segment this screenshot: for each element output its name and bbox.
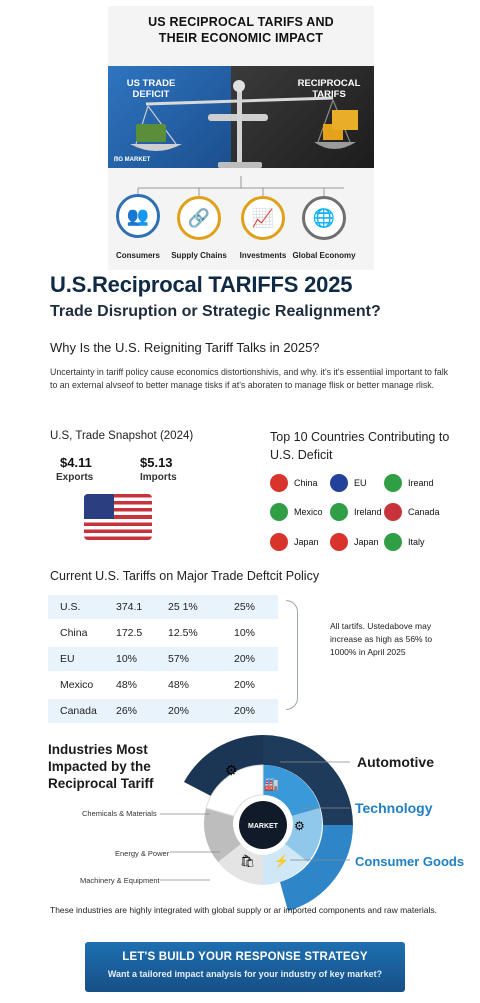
market-logo: ᗰG MARKET [114,157,151,163]
reciprocal-tariffs-label: RECIPROCAL TARIFS [297,78,361,100]
balance-scale-icon [130,80,358,168]
imports-label: Imports [140,472,177,483]
italy-flag-icon [384,533,402,551]
industry-chemicals: Chemicals & Materials [82,809,157,818]
global-economy-icon: 🌐 [302,196,346,240]
japan-flag-icon [270,533,288,551]
country-item: Japan [270,533,319,551]
exports-label: Exports [56,472,94,483]
country-item: Italy [384,533,425,551]
page-subtitle: Trade Disruption or Strategic Realignmen… [50,303,381,320]
cta-title: LET'S BUILD YOUR RESPONSE STRATEGY [122,951,368,963]
page-title: U.S.Reciprocal TARIFFS 2025 [50,272,353,297]
table-row: EU 10% 57% 20% [48,647,278,671]
industries-title: Industries Most Impacted by the Reciproc… [48,742,154,791]
industry-technology: Technology [355,800,433,816]
japan-flag-icon [330,533,348,551]
plug-icon: ⚡ [274,854,289,868]
country-item: Mexico [270,503,323,521]
supply-chains-icon: 🔗 [177,196,221,240]
logo-mark-icon: ᗰG [114,157,125,163]
trade-snapshot-title: U.S, Trade Snapshot (2024) [50,430,194,442]
table-row: China 172.5 12.5% 10% [60,627,256,639]
ireland-flag-icon [330,503,348,521]
shopping-icon: 🛍 [240,854,255,868]
us-flag-icon [84,494,152,540]
industry-energy: Energy & Power [115,849,170,858]
country-item: EU [330,474,367,492]
industry-consumer-goods: Consumer Goods [355,854,465,869]
investments-label: Investments [239,251,287,260]
tariff-note: All tartifs. Ustedabove may increase as … [330,621,433,657]
industry-machinery: Machinery & Equipment [80,876,160,885]
country-item: Ireand [384,474,434,492]
table-row: U.S. 374.1 25 1% 25% [48,595,278,619]
hero-panel: US TRADE DEFICIT RECIPROCAL TARIFS ᗰG MA… [108,66,374,168]
intro-paragraph: Uncertainty in tariff policy cause econo… [50,367,449,390]
tariff-table: U.S. 374.1 25 1% 25% China 172.5 12.5% 1… [48,595,278,723]
ireland-flag-icon [384,474,402,492]
imports-value: $5.13 [140,455,173,470]
top10-title: Top 10 Countries Contributing to U.S. De… [270,430,450,462]
industries-footnote: These industries are highly integrated w… [50,905,437,915]
cta-subtitle: Want a tailored impact analysis for your… [107,969,383,979]
investments-icon: 📈 [241,196,285,240]
factory-icon: 🏭 [264,777,279,791]
wheel-center-logo: MARKET [248,823,279,830]
country-item: Canada [384,503,440,521]
gear-icon: ⚙ [225,762,238,778]
industry-automotive: Automotive [357,754,434,770]
canada-flag-icon [384,503,402,521]
trade-deficit-label: US TRADE DEFICIT [126,78,176,100]
country-item: Ireland [330,503,382,521]
industry-wheel: MARKET ⚙ 🏭 ⚙ ⚡ 🛍 [184,735,353,911]
global-economy-label: Global Economy [292,251,356,260]
connector-lines [160,761,350,881]
cta-banner[interactable]: LET'S BUILD YOUR RESPONSE STRATEGY Want … [85,942,405,992]
hero-title: US RECIPROCAL TARIFS AND THEIR ECONOMIC … [148,15,334,45]
table-row: Canada 26% 20% 20% [48,699,278,723]
consumers-icon: 👥 [116,194,160,238]
exports-value: $4.11 [60,455,92,470]
bracket-decoration [286,600,298,710]
china-flag-icon [270,474,288,492]
eu-flag-icon [330,474,348,492]
tariff-table-title: Current U.S. Tariffs on Major Trade Deft… [50,569,320,583]
table-row: Mexico 48% 48% 20% [60,679,256,691]
section-question: Why Is the U.S. Reigniting Tariff Talks … [50,340,320,355]
consumers-label: Consumers [115,251,160,260]
gear-icon: ⚙ [294,819,305,833]
country-item: China [270,474,318,492]
country-item: Japan [330,533,379,551]
mexico-flag-icon [270,503,288,521]
supply-chains-label: Supply Chains [171,251,227,260]
